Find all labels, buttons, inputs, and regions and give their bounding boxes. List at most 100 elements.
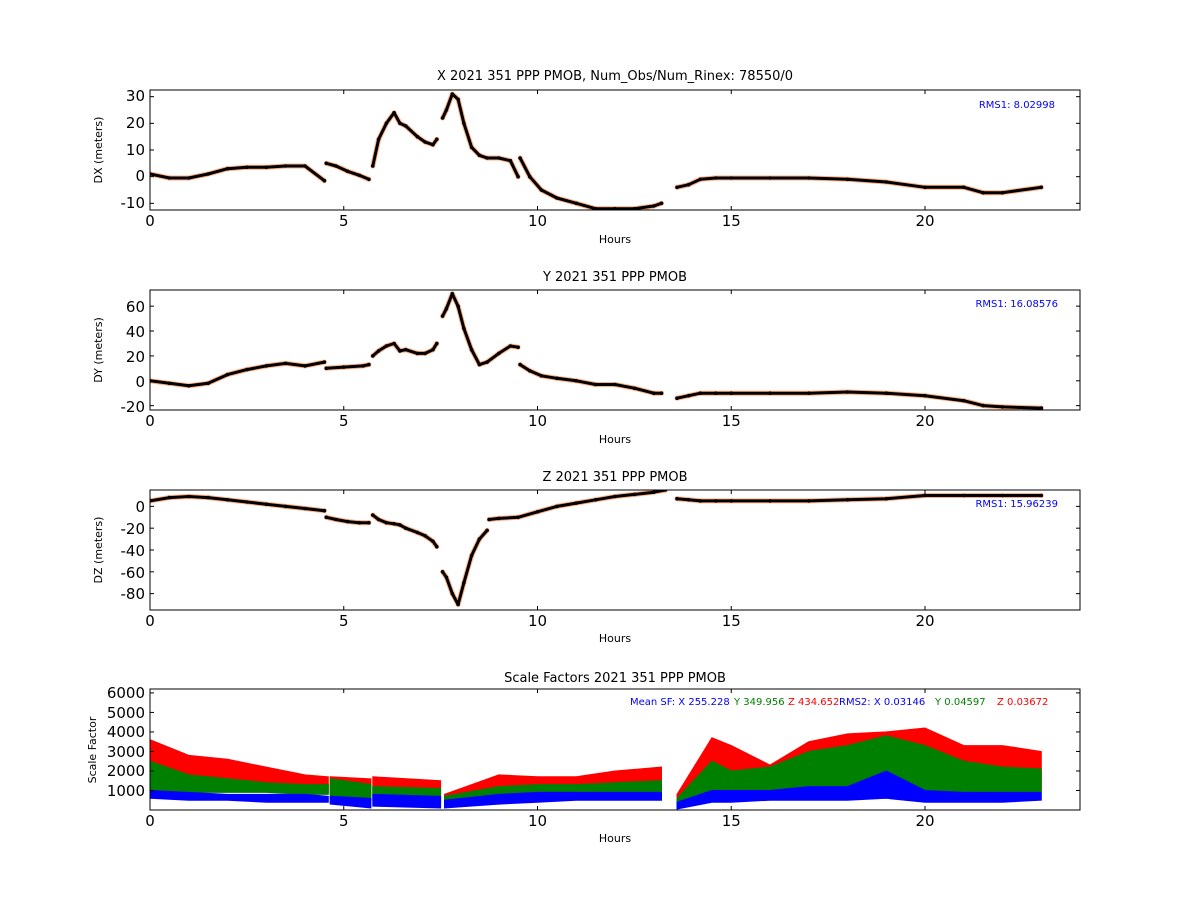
panel-dy: Y 2021 351 PPP PMOB Hours DY (meters) RM… bbox=[92, 270, 1081, 446]
series-trace bbox=[675, 390, 1043, 410]
data-point bbox=[485, 528, 489, 533]
data-point bbox=[768, 176, 772, 180]
data-point bbox=[698, 391, 703, 396]
panel-scale-factors: Scale Factors 2021 351 PPP PMOB Hours Sc… bbox=[86, 671, 1081, 845]
data-point bbox=[593, 382, 598, 387]
data-point bbox=[1000, 493, 1005, 498]
data-point bbox=[497, 351, 501, 356]
panel-dx-xtick-label: 10 bbox=[528, 212, 547, 230]
data-point bbox=[1039, 185, 1044, 190]
panel-dy-ytick-label: 60 bbox=[126, 298, 145, 316]
data-point bbox=[322, 508, 327, 513]
panel-dz-xlabel: Hours bbox=[599, 632, 631, 645]
panel-sf-xtick-label: 0 bbox=[145, 812, 155, 830]
panel-sf-xtick-label: 20 bbox=[915, 812, 934, 830]
panel-dx-rms-annotation: RMS1: 8.02998 bbox=[979, 100, 1055, 111]
panel-sf-ytick-label: 3000 bbox=[107, 743, 145, 761]
data-point bbox=[632, 492, 637, 497]
data-point bbox=[450, 591, 455, 596]
data-point bbox=[264, 165, 269, 170]
panel-dz-xtick-labels: 0 5 10 15 20 bbox=[145, 612, 934, 630]
data-point bbox=[404, 347, 408, 352]
data-point bbox=[283, 361, 288, 366]
panel-sf-xtick-label: 5 bbox=[339, 812, 349, 830]
data-point bbox=[245, 500, 249, 504]
scale-factor-band-x bbox=[329, 795, 372, 809]
data-point bbox=[398, 349, 402, 353]
panel-sf-xtick-label: 15 bbox=[722, 812, 741, 830]
scale-factor-band-x bbox=[150, 789, 329, 803]
data-point bbox=[807, 499, 811, 503]
series-trace bbox=[371, 513, 439, 549]
panel-sf-ylabel: Scale Factor bbox=[86, 716, 99, 783]
panel-dz-xtick-label: 15 bbox=[722, 612, 741, 630]
panel-sf-ytick-label: 1000 bbox=[107, 782, 145, 800]
data-point bbox=[884, 496, 889, 501]
sf-mean-z-annotation: Z 434.652 bbox=[788, 697, 839, 708]
data-point bbox=[324, 515, 329, 520]
panel-sf-ytick-label: 5000 bbox=[107, 704, 145, 722]
data-point bbox=[508, 158, 513, 163]
panel-sf-series-group bbox=[150, 727, 1042, 810]
data-point bbox=[462, 326, 466, 331]
data-point bbox=[485, 360, 489, 364]
panel-dx-ytick-label: 10 bbox=[126, 141, 145, 159]
data-point bbox=[516, 515, 520, 520]
data-point bbox=[456, 304, 460, 309]
data-point bbox=[686, 498, 691, 502]
data-point bbox=[675, 396, 679, 401]
data-point bbox=[729, 499, 734, 503]
data-point bbox=[423, 140, 427, 144]
data-point bbox=[423, 351, 427, 356]
data-point bbox=[962, 185, 966, 190]
data-point bbox=[440, 570, 445, 574]
series-trace bbox=[441, 528, 489, 606]
data-point bbox=[613, 382, 617, 387]
data-point bbox=[528, 174, 532, 179]
data-point bbox=[456, 602, 460, 607]
data-point bbox=[729, 391, 734, 396]
panel-dx-xtick-label: 15 bbox=[722, 212, 741, 230]
data-point bbox=[613, 206, 617, 210]
data-point bbox=[1000, 405, 1005, 409]
panel-dy-xtick-label: 10 bbox=[528, 412, 547, 430]
data-point bbox=[516, 345, 520, 350]
data-point bbox=[845, 177, 850, 182]
panel-dy-ytick-labels: -20 0 20 40 60 bbox=[121, 298, 146, 416]
data-point bbox=[508, 344, 513, 348]
data-point bbox=[398, 121, 402, 126]
series-trace bbox=[371, 111, 439, 168]
data-point bbox=[367, 177, 371, 182]
data-point bbox=[659, 201, 664, 206]
data-point bbox=[485, 156, 489, 160]
panel-dz-frame bbox=[149, 489, 1081, 611]
panel-dz-xtick-label: 20 bbox=[915, 612, 934, 630]
panel-dy-ylabel: DY (meters) bbox=[92, 317, 105, 382]
data-point bbox=[345, 169, 350, 174]
data-point bbox=[415, 351, 420, 356]
panel-dz-xtick-label: 5 bbox=[339, 612, 349, 630]
data-point bbox=[225, 372, 230, 377]
data-point bbox=[431, 539, 435, 544]
data-point bbox=[497, 516, 501, 521]
data-point bbox=[404, 124, 408, 128]
panel-dx: X 2021 351 PPP PMOB, Num_Obs/Num_Rinex: … bbox=[92, 69, 1081, 246]
data-point bbox=[435, 341, 439, 346]
data-point bbox=[659, 391, 664, 396]
data-point bbox=[981, 190, 985, 195]
data-point bbox=[539, 374, 544, 378]
panel-dy-xtick-label: 15 bbox=[722, 412, 741, 430]
panel-dz-ytick-label: 0 bbox=[135, 498, 145, 516]
data-point bbox=[423, 534, 427, 538]
data-point bbox=[632, 386, 637, 391]
data-point bbox=[342, 365, 346, 369]
data-point bbox=[675, 496, 679, 501]
data-point bbox=[768, 499, 772, 503]
data-point bbox=[384, 121, 389, 126]
data-point bbox=[431, 347, 435, 352]
data-point bbox=[376, 349, 381, 353]
data-point bbox=[225, 498, 230, 502]
data-point bbox=[477, 537, 482, 541]
panel-dx-ytick-label: 20 bbox=[126, 114, 145, 132]
data-point bbox=[652, 204, 656, 208]
